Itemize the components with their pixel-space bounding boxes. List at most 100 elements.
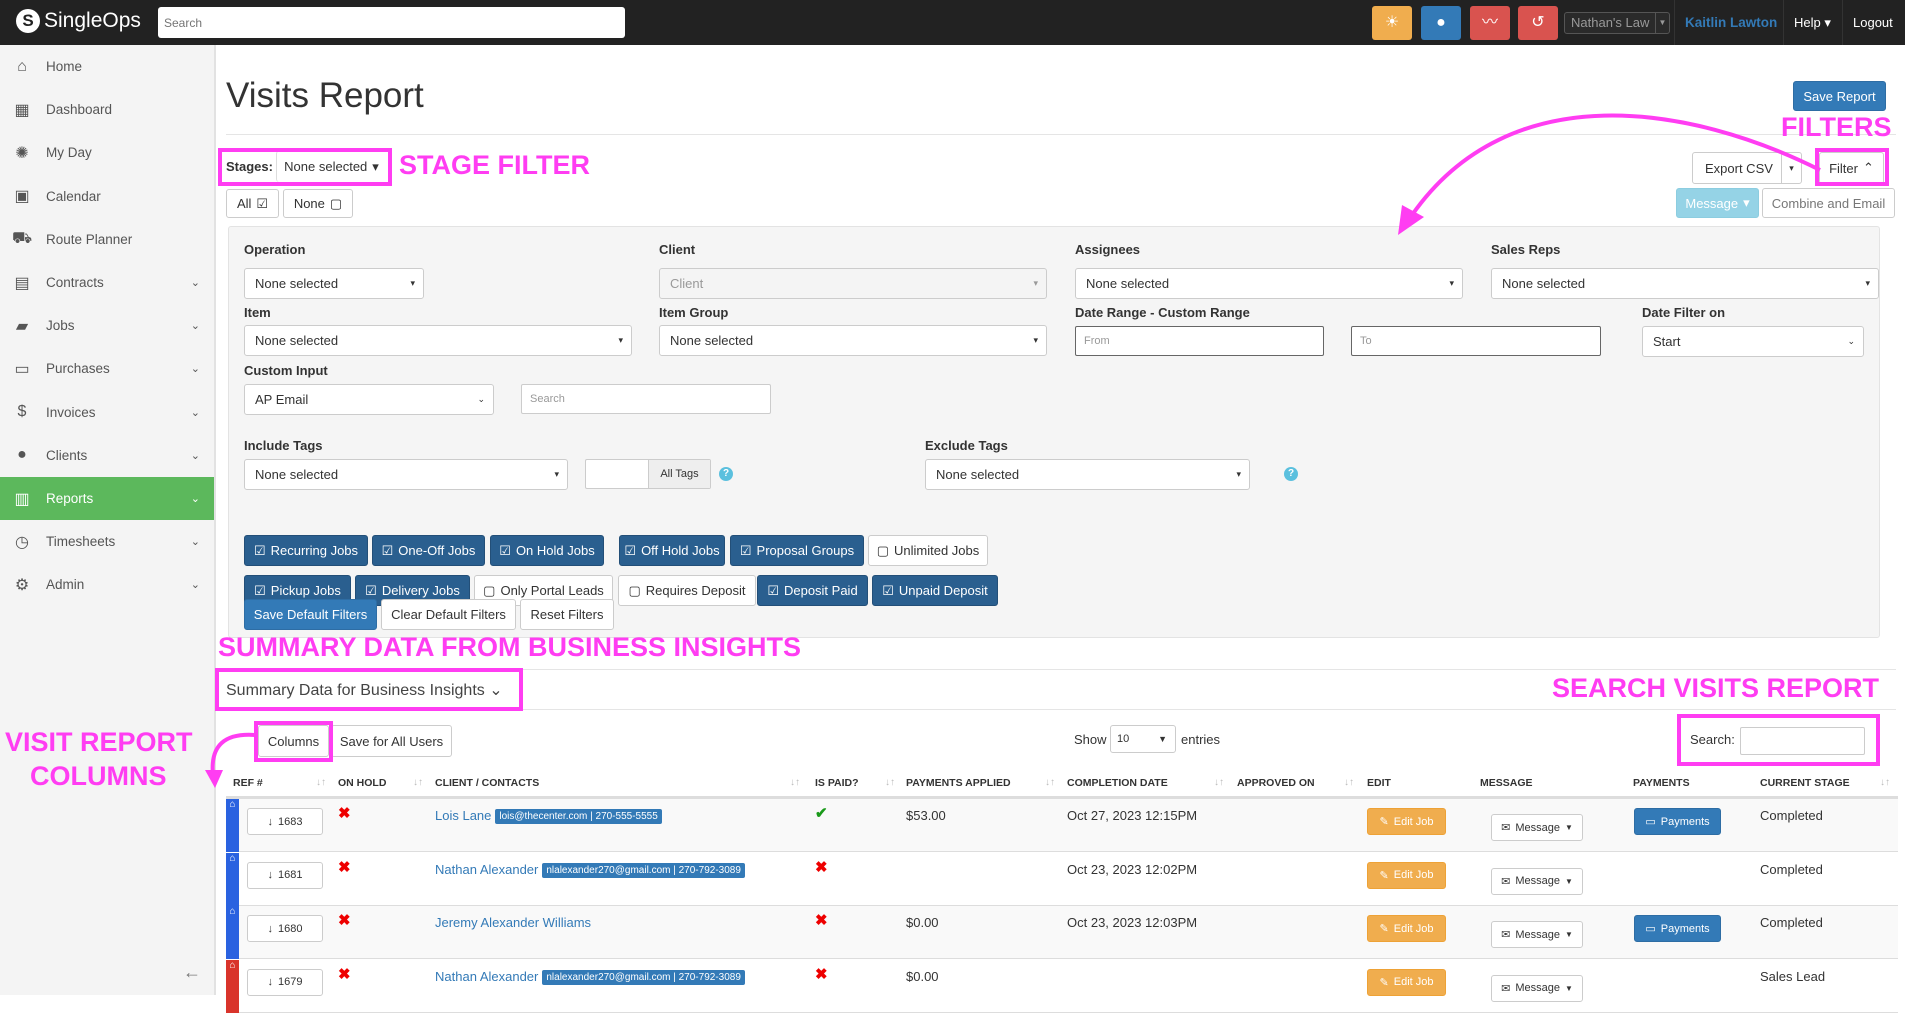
edit-job-button[interactable]: ✎ Edit Job bbox=[1367, 915, 1446, 942]
save-report-button[interactable]: Save Report bbox=[1793, 81, 1886, 111]
toggle-off-hold-jobs[interactable]: ☑ Off Hold Jobs bbox=[619, 535, 725, 566]
sort-icon[interactable]: ↓↑ bbox=[413, 777, 423, 788]
ref-button[interactable]: ↓ 1683 bbox=[247, 808, 323, 835]
account-select[interactable]: Nathan's Law ▼ bbox=[1564, 12, 1670, 34]
client-select[interactable]: Client ▾ bbox=[659, 268, 1047, 299]
filter-toggle-button[interactable]: Filter ⌃ bbox=[1819, 152, 1884, 184]
save-for-all-users-button[interactable]: Save for All Users bbox=[331, 725, 452, 757]
column-header[interactable]: EDIT bbox=[1367, 777, 1391, 789]
clear-default-filters-button[interactable]: Clear Default Filters bbox=[381, 599, 516, 630]
logout-link[interactable]: Logout bbox=[1842, 0, 1903, 45]
date-from-input[interactable]: From bbox=[1075, 326, 1324, 356]
toggle-on-hold-jobs[interactable]: ☑ On Hold Jobs bbox=[490, 535, 604, 566]
sidebar-item-dashboard[interactable]: ▦ Dashboard bbox=[0, 88, 214, 131]
column-header[interactable]: IS PAID? bbox=[815, 777, 859, 789]
custom-input-select[interactable]: AP Email ⌄ bbox=[244, 384, 494, 415]
toggle-proposal-groups[interactable]: ☑ Proposal Groups bbox=[730, 535, 864, 566]
toggle-unpaid-deposit[interactable]: ☑ Unpaid Deposit bbox=[872, 575, 998, 606]
brand-logo[interactable]: S SingleOps bbox=[16, 9, 141, 33]
help-icon[interactable]: ? bbox=[719, 467, 733, 481]
column-header[interactable]: ON HOLD bbox=[338, 777, 387, 789]
sidebar-item-home[interactable]: ⌂ Home bbox=[0, 45, 214, 88]
stages-select[interactable]: None selected ▾ bbox=[276, 151, 386, 182]
sort-icon[interactable]: ↓↑ bbox=[316, 777, 326, 788]
operation-select[interactable]: None selected ▾ bbox=[244, 268, 424, 299]
message-button[interactable]: ✉ Message ▼ bbox=[1491, 814, 1583, 841]
sidebar-item-jobs[interactable]: ▰ Jobs ⌄ bbox=[0, 304, 214, 347]
save-default-filters-button[interactable]: Save Default Filters bbox=[244, 599, 377, 630]
select-none-button[interactable]: None ▢ bbox=[283, 189, 353, 218]
sort-icon[interactable]: ↓↑ bbox=[885, 777, 895, 788]
columns-button[interactable]: Columns bbox=[258, 725, 329, 757]
user-link[interactable]: Kaitlin Lawton bbox=[1674, 0, 1787, 45]
sort-icon[interactable]: ↓↑ bbox=[1045, 777, 1055, 788]
column-header[interactable]: CURRENT STAGE bbox=[1760, 777, 1850, 789]
column-header[interactable]: APPROVED ON bbox=[1237, 777, 1315, 789]
collapse-sidebar-icon[interactable]: ← bbox=[183, 962, 201, 982]
help-menu[interactable]: Help ▾ bbox=[1783, 0, 1841, 45]
summary-toggle[interactable]: Summary Data for Business Insights ⌄ bbox=[226, 680, 503, 700]
help-icon[interactable]: ? bbox=[1284, 467, 1298, 481]
chart-icon[interactable]: 〰 bbox=[1470, 6, 1510, 40]
ref-button[interactable]: ↓ 1679 bbox=[247, 968, 323, 996]
export-csv-button[interactable]: Export CSV ▾ bbox=[1692, 152, 1802, 184]
global-search-input[interactable] bbox=[158, 7, 625, 38]
client-link[interactable]: Nathan Alexander bbox=[435, 861, 539, 877]
column-header[interactable]: COMPLETION DATE bbox=[1067, 777, 1168, 789]
table-search-input[interactable] bbox=[1740, 727, 1865, 755]
export-dropdown-caret-icon[interactable]: ▾ bbox=[1781, 153, 1801, 183]
column-header[interactable]: REF # bbox=[233, 777, 263, 789]
all-tags-addon[interactable]: All Tags bbox=[648, 460, 710, 488]
message-button[interactable]: ✉ Message ▼ bbox=[1491, 921, 1583, 948]
toggle-one-off-jobs[interactable]: ☑ One-Off Jobs bbox=[372, 535, 485, 566]
message-button[interactable]: ✉ Message ▼ bbox=[1491, 867, 1583, 895]
sidebar-item-my-day[interactable]: ✺ My Day bbox=[0, 131, 214, 174]
toggle-deposit-paid[interactable]: ☑ Deposit Paid bbox=[757, 575, 868, 606]
edit-job-button[interactable]: ✎ Edit Job bbox=[1367, 861, 1446, 889]
clock-icon[interactable]: ● bbox=[1421, 6, 1461, 40]
reset-filters-button[interactable]: Reset Filters bbox=[520, 599, 614, 630]
message-button[interactable]: ✉ Message ▼ bbox=[1491, 974, 1583, 1002]
all-tags-input[interactable]: All Tags bbox=[585, 459, 711, 489]
column-header[interactable]: MESSAGE bbox=[1480, 777, 1533, 789]
sales-reps-select[interactable]: None selected ▾ bbox=[1491, 268, 1879, 299]
include-tags-select[interactable]: None selected ▾ bbox=[244, 459, 568, 490]
sort-icon[interactable]: ↓↑ bbox=[1344, 777, 1354, 788]
edit-job-button[interactable]: ✎ Edit Job bbox=[1367, 808, 1446, 835]
message-dropdown-button[interactable]: Message ▾ bbox=[1676, 188, 1759, 218]
sun-icon[interactable]: ☀ bbox=[1372, 6, 1412, 40]
sidebar-item-timesheets[interactable]: ◷ Timesheets ⌄ bbox=[0, 520, 214, 563]
sort-icon[interactable]: ↓↑ bbox=[1214, 777, 1224, 788]
exclude-tags-select[interactable]: None selected ▾ bbox=[925, 459, 1250, 490]
sidebar-item-clients[interactable]: ● Clients ⌄ bbox=[0, 434, 214, 477]
client-link[interactable]: Lois Lane bbox=[435, 808, 492, 823]
history-icon[interactable]: ↺ bbox=[1518, 6, 1558, 40]
custom-input-search[interactable]: Search bbox=[521, 384, 771, 414]
assignees-select[interactable]: None selected ▾ bbox=[1075, 268, 1463, 299]
select-all-button[interactable]: All ☑ bbox=[226, 189, 279, 218]
column-header[interactable]: PAYMENTS bbox=[1633, 777, 1690, 789]
column-header[interactable]: CLIENT / CONTACTS bbox=[435, 777, 540, 789]
combine-email-button[interactable]: Combine and Email bbox=[1762, 188, 1895, 218]
toggle-recurring-jobs[interactable]: ☑ Recurring Jobs bbox=[244, 535, 368, 566]
sort-icon[interactable]: ↓↑ bbox=[1880, 777, 1890, 788]
toggle-unlimited-jobs[interactable]: ▢ Unlimited Jobs bbox=[868, 535, 988, 566]
client-link[interactable]: Nathan Alexander bbox=[435, 968, 539, 984]
sidebar-item-calendar[interactable]: ▣ Calendar bbox=[0, 175, 214, 218]
item-group-select[interactable]: None selected ▾ bbox=[659, 325, 1047, 356]
ref-button[interactable]: ↓ 1680 bbox=[247, 915, 323, 942]
ref-button[interactable]: ↓ 1681 bbox=[247, 861, 323, 889]
item-select[interactable]: None selected ▾ bbox=[244, 325, 632, 356]
sidebar-item-route-planner[interactable]: ⛟ Route Planner bbox=[0, 218, 214, 261]
sidebar-item-admin[interactable]: ⚙ Admin ⌄ bbox=[0, 563, 214, 606]
edit-job-button[interactable]: ✎ Edit Job bbox=[1367, 968, 1446, 996]
payments-button[interactable]: ▭ Payments bbox=[1634, 915, 1721, 942]
date-to-input[interactable]: To bbox=[1351, 326, 1601, 356]
sidebar-item-invoices[interactable]: $ Invoices ⌄ bbox=[0, 391, 214, 434]
column-header[interactable]: PAYMENTS APPLIED bbox=[906, 777, 1011, 789]
sidebar-item-reports[interactable]: ▥ Reports ⌄ bbox=[0, 477, 214, 520]
payments-button[interactable]: ▭ Payments bbox=[1634, 808, 1721, 835]
date-filter-on-select[interactable]: Start ⌄ bbox=[1642, 326, 1864, 357]
client-link[interactable]: Jeremy Alexander Williams bbox=[435, 915, 592, 930]
entries-select[interactable]: 10 ▼ bbox=[1110, 725, 1176, 753]
